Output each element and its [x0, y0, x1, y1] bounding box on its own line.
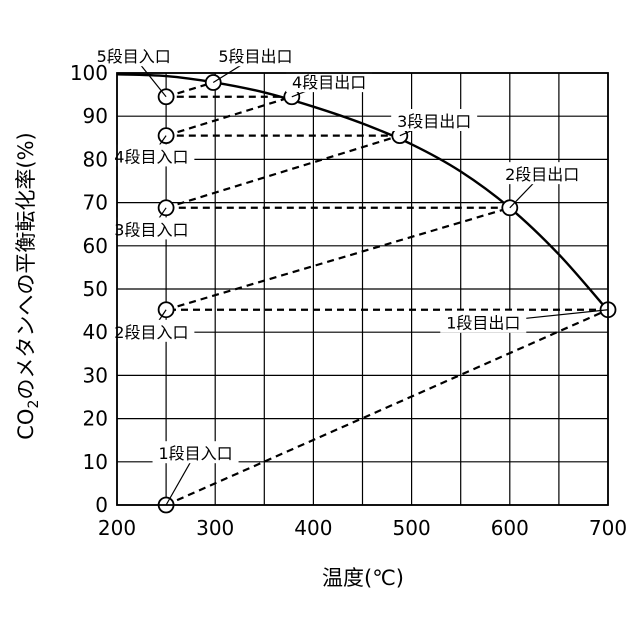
annotation-label: 1段目出口 [446, 314, 520, 333]
annotation-label: 3段目入口 [114, 220, 188, 239]
y-tick-label: 10 [83, 450, 108, 474]
stage-line-1 [166, 310, 608, 505]
y-tick-label: 30 [83, 363, 108, 387]
annotation-layer: 1段目入口 1段目出口 2段目入口 2段目出口 3段目入口 3段目出口 4段目入口 4段目出口… [91, 44, 608, 505]
x-tick-label: 400 [294, 516, 332, 540]
stage-line-3 [166, 136, 400, 208]
y-tick-label: 40 [83, 320, 108, 344]
y-tick-label: 90 [83, 104, 108, 128]
annotation-label: 4段目入口 [114, 147, 188, 166]
annotation-label: 2段目入口 [114, 323, 188, 342]
y-axis-label: CO2のメタンへの平衡転化率(%) [14, 132, 42, 439]
grid [117, 73, 608, 505]
y-tick-label: 50 [83, 277, 108, 301]
x-axis-label: 温度(℃) [322, 566, 404, 590]
annotation-label: 4段目出口 [292, 73, 366, 92]
y-tick-label: 20 [83, 407, 108, 431]
y-tick-label: 80 [83, 147, 108, 171]
annotation-label: 5段目出口 [218, 47, 292, 66]
annotation-label: 3段目出口 [397, 112, 471, 131]
stage-line-2 [166, 208, 510, 310]
y-tick-label: 0 [95, 493, 108, 517]
y-tick-label: 70 [83, 191, 108, 215]
y-tick-label: 60 [83, 234, 108, 258]
y-tick-label: 100 [70, 61, 108, 85]
x-tick-label: 300 [196, 516, 234, 540]
x-tick-label: 600 [491, 516, 529, 540]
x-tick-label: 500 [393, 516, 431, 540]
x-tick-label: 200 [98, 516, 136, 540]
annotation-label: 2段目出口 [505, 165, 579, 184]
annotation-label: 1段目入口 [158, 444, 232, 463]
x-tick-label: 700 [589, 516, 627, 540]
axis-layer: 200 300 400 500 600 700 0 10 20 30 40 50 60 70 80 90 100 [70, 61, 627, 540]
